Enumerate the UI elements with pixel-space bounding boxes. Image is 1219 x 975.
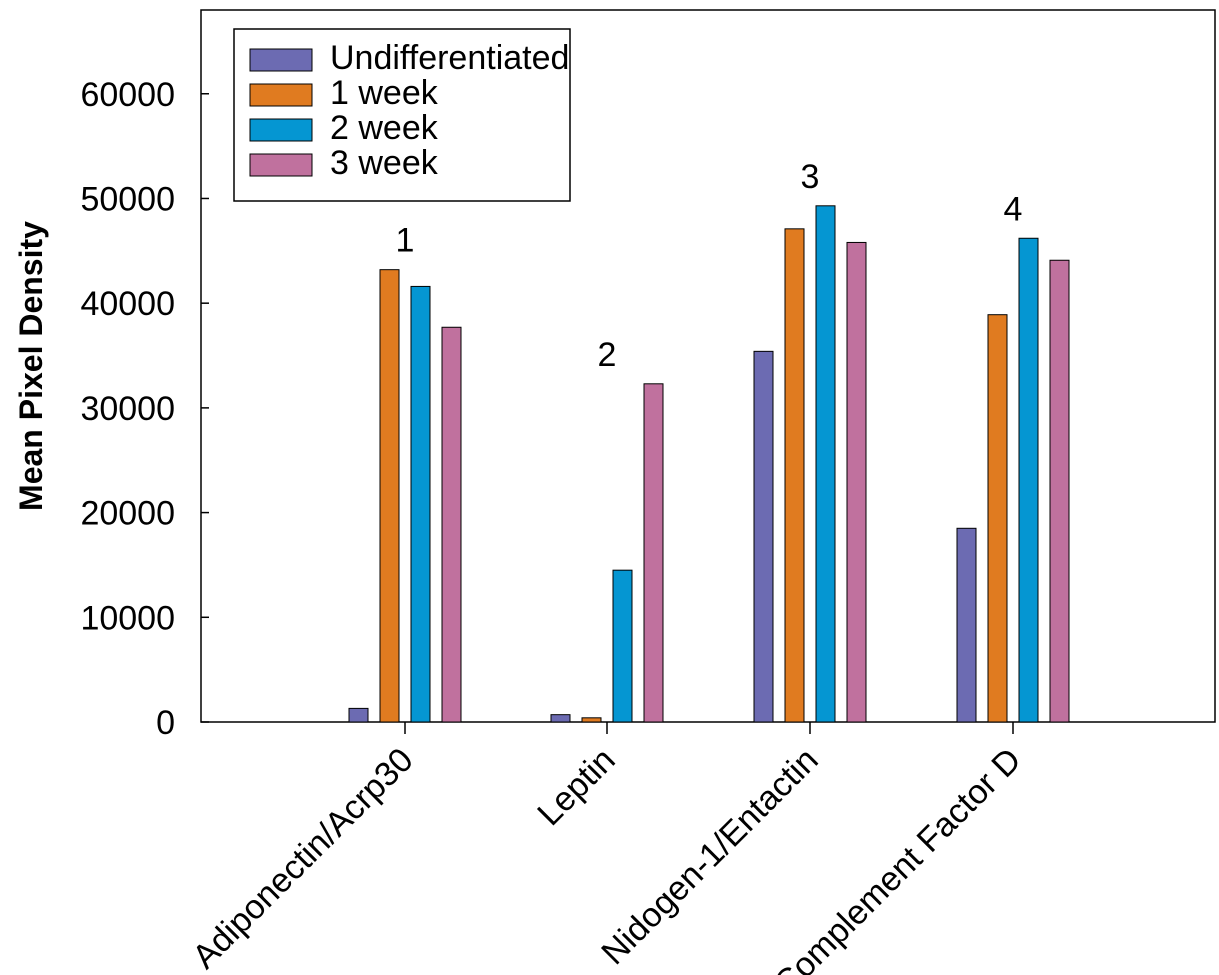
bar [441, 326, 462, 723]
y-tick-label: 10000 [80, 599, 175, 637]
legend-swatch [249, 48, 313, 72]
annotation-label: 4 [1004, 190, 1023, 228]
legend-label: 1 week [330, 74, 439, 112]
legend-label: Undifferentiated [330, 39, 569, 77]
y-tick-label: 30000 [80, 390, 175, 428]
y-tick-label: 40000 [80, 285, 175, 323]
legend-label: 2 week [330, 109, 439, 147]
plot-frame [200, 9, 1216, 723]
annotation-label: 1 [396, 222, 415, 260]
legend-swatch [249, 83, 313, 107]
bar [612, 569, 633, 723]
y-axis-title: Mean Pixel Density [13, 221, 49, 511]
bar [1018, 237, 1039, 723]
bars [348, 205, 1070, 723]
annotations: 1 2 3 4 [396, 158, 1023, 374]
y-axis: 0 10000 20000 30000 40000 50000 60000 [80, 76, 209, 742]
bar [410, 285, 431, 723]
bar [643, 383, 664, 723]
annotation-label: 2 [598, 336, 617, 374]
bar [550, 714, 571, 723]
bar [784, 228, 805, 723]
bar [846, 241, 867, 723]
y-tick-label: 60000 [80, 76, 175, 114]
bar [956, 527, 977, 723]
x-axis: Adiponectin/Acrp30 LeptinNidogen-1/Entact… [185, 722, 1029, 975]
x-tick-label: Nidogen-1/Entactin [594, 741, 825, 972]
y-tick-label: 0 [156, 704, 175, 742]
bar [753, 350, 774, 723]
annotation-label: 3 [801, 158, 820, 196]
bar [987, 314, 1008, 723]
legend-label: 3 week [330, 144, 439, 182]
x-tick-label: Adiponectin/Acrp30 [185, 741, 420, 975]
bar [815, 205, 836, 723]
bar [1049, 259, 1070, 723]
bar [348, 707, 369, 723]
y-tick-label: 20000 [80, 495, 175, 533]
x-tick-label: Leptin [530, 741, 622, 833]
legend-swatch [249, 153, 313, 177]
bar [379, 269, 400, 723]
y-tick-label: 50000 [80, 180, 175, 218]
bar [581, 717, 602, 723]
legend-swatch [249, 118, 313, 142]
